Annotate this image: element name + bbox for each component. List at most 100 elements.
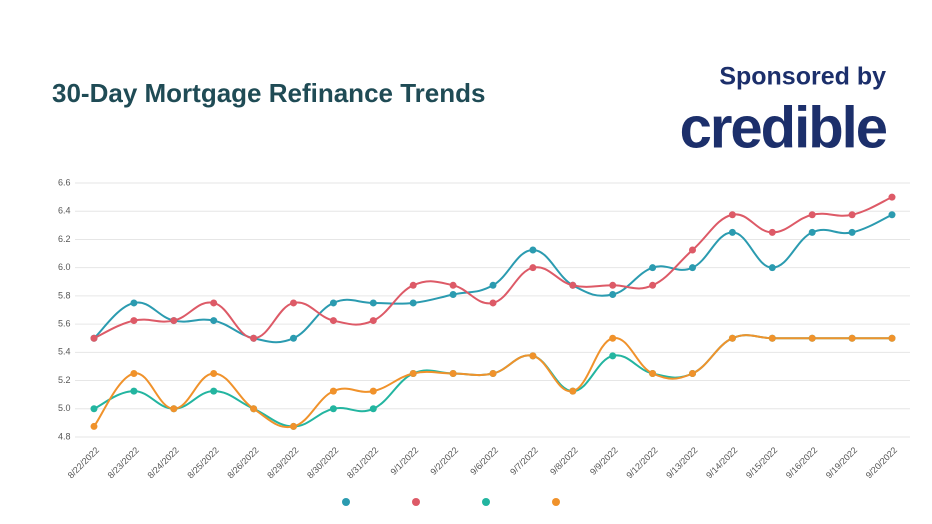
data-point (649, 264, 657, 272)
data-point (569, 387, 577, 395)
y-tick-label: 5.2 (58, 375, 71, 385)
data-point (369, 405, 377, 413)
data-point (329, 405, 337, 413)
x-tick-label: 8/23/2022 (106, 445, 141, 480)
data-point (250, 334, 258, 342)
x-tick-label: 9/14/2022 (704, 445, 739, 480)
data-point (90, 405, 98, 413)
data-point (449, 281, 457, 289)
data-point (768, 228, 776, 236)
y-tick-label: 5.8 (58, 290, 71, 300)
x-tick-label: 9/1/2022 (388, 445, 420, 477)
x-tick-label: 9/9/2022 (588, 445, 620, 477)
x-tick-label: 9/19/2022 (824, 445, 859, 480)
x-tick-label: 8/29/2022 (265, 445, 300, 480)
data-point (329, 317, 337, 325)
data-point (449, 370, 457, 377)
data-point (290, 299, 297, 307)
data-point (609, 290, 617, 298)
data-point (290, 334, 297, 342)
data-point (569, 281, 577, 289)
data-point (728, 228, 736, 236)
data-point (170, 405, 178, 413)
data-point (848, 228, 856, 236)
data-point (689, 370, 696, 377)
data-point (130, 317, 138, 325)
sponsor-logo: credible (680, 95, 887, 160)
data-point (848, 211, 856, 219)
data-point (808, 211, 816, 219)
legend-marker (552, 498, 560, 506)
data-point (90, 422, 98, 430)
y-tick-label: 6.6 (58, 177, 71, 187)
data-point (609, 334, 617, 342)
x-tick-label: 9/13/2022 (664, 445, 699, 480)
x-tick-label: 9/8/2022 (548, 445, 580, 477)
x-tick-label: 9/15/2022 (744, 445, 779, 480)
data-point (210, 370, 218, 377)
data-point (130, 387, 138, 395)
sponsor-label: Sponsored by (719, 63, 886, 91)
chart-title: 30-Day Mortgage Refinance Trends (52, 78, 485, 108)
data-point (449, 290, 457, 298)
data-point (609, 352, 617, 360)
y-tick-label: 5.0 (58, 403, 71, 413)
data-point (489, 281, 497, 289)
data-point (369, 317, 377, 325)
y-tick-label: 5.6 (58, 318, 71, 328)
data-point (210, 299, 218, 307)
data-point (649, 281, 657, 289)
data-point (90, 334, 98, 342)
y-tick-label: 5.4 (58, 347, 71, 357)
data-point (888, 211, 896, 219)
y-tick-label: 4.8 (58, 431, 71, 441)
data-point (689, 246, 696, 254)
data-point (529, 246, 537, 254)
data-point (409, 299, 417, 307)
x-tick-label: 8/26/2022 (225, 445, 260, 480)
data-point (369, 299, 377, 307)
data-point (848, 334, 856, 342)
data-point (808, 228, 816, 236)
data-point (409, 370, 417, 377)
data-point (489, 370, 497, 377)
data-point (609, 281, 617, 289)
data-point (728, 334, 736, 342)
series-line (93, 334, 892, 429)
x-tick-label: 8/24/2022 (146, 445, 181, 480)
data-point (768, 264, 776, 272)
data-point (649, 370, 657, 377)
x-tick-label: 8/30/2022 (305, 445, 340, 480)
legend-marker (342, 498, 350, 506)
data-point (369, 387, 377, 395)
data-point (329, 387, 337, 395)
data-point (210, 387, 218, 395)
data-point (250, 405, 258, 413)
x-tick-label: 9/7/2022 (508, 445, 540, 477)
data-point (489, 299, 497, 307)
data-point (888, 193, 896, 201)
data-point (130, 370, 138, 377)
x-tick-label: 8/31/2022 (345, 445, 380, 480)
data-point (130, 299, 138, 307)
data-point (808, 334, 816, 342)
x-tick-label: 9/12/2022 (624, 445, 659, 480)
x-tick-label: 9/20/2022 (864, 445, 899, 480)
data-point (888, 334, 896, 342)
y-tick-label: 6.0 (58, 262, 71, 272)
x-tick-label: 9/6/2022 (468, 445, 500, 477)
data-point (728, 211, 736, 219)
data-point (290, 422, 297, 430)
x-tick-label: 8/22/2022 (66, 445, 101, 480)
y-tick-label: 6.4 (58, 206, 71, 216)
data-point (210, 317, 218, 325)
data-point (689, 264, 696, 272)
x-tick-label: 9/16/2022 (784, 445, 819, 480)
x-tick-label: 8/25/2022 (185, 445, 220, 480)
y-tick-label: 6.2 (58, 234, 71, 244)
data-point (409, 281, 417, 289)
legend-marker (482, 498, 490, 506)
data-point (529, 264, 537, 272)
data-point (529, 352, 537, 360)
